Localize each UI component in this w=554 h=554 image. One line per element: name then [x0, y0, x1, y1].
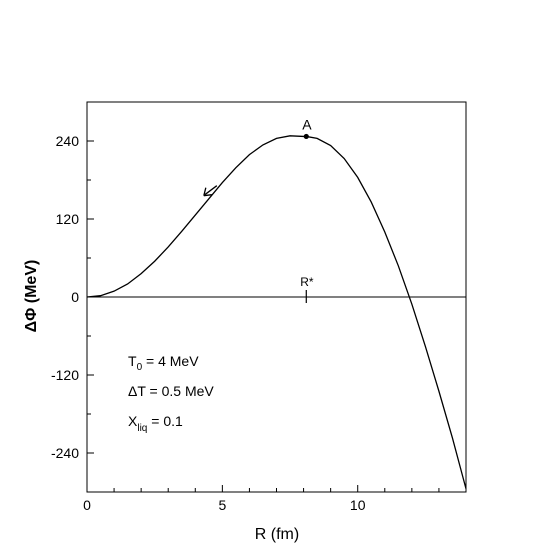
x-tick-label: 0: [83, 497, 91, 513]
y-axis-title: ΔΦ (MeV): [23, 260, 40, 333]
arrow-shaft: [204, 185, 218, 196]
y-tick-label: 0: [71, 289, 79, 305]
y-tick-label: 240: [56, 133, 80, 149]
x-tick-label: 5: [218, 497, 226, 513]
y-tick-label: 120: [56, 211, 80, 227]
y-tick-label: -120: [51, 367, 79, 383]
series-line: [86, 135, 467, 489]
direction-arrow: [203, 185, 218, 197]
x-tick-label: 10: [350, 497, 366, 513]
annotation-x-liq: Xliq = 0.1: [128, 413, 183, 434]
annotation-t0: T0 = 4 MeV: [128, 353, 199, 373]
arrow-head: [203, 187, 212, 197]
point-a-marker: [303, 133, 309, 140]
y-tick-label: -240: [51, 445, 79, 461]
x-axis-title: R (fm): [255, 526, 299, 543]
point-a-label: A: [302, 116, 312, 132]
tick-labels: 0 5 10 -240 -120 0 120 240: [51, 133, 366, 513]
r-star-label: R*: [300, 275, 314, 289]
annotation-delta-t: ΔT = 0.5 MeV: [128, 383, 214, 399]
